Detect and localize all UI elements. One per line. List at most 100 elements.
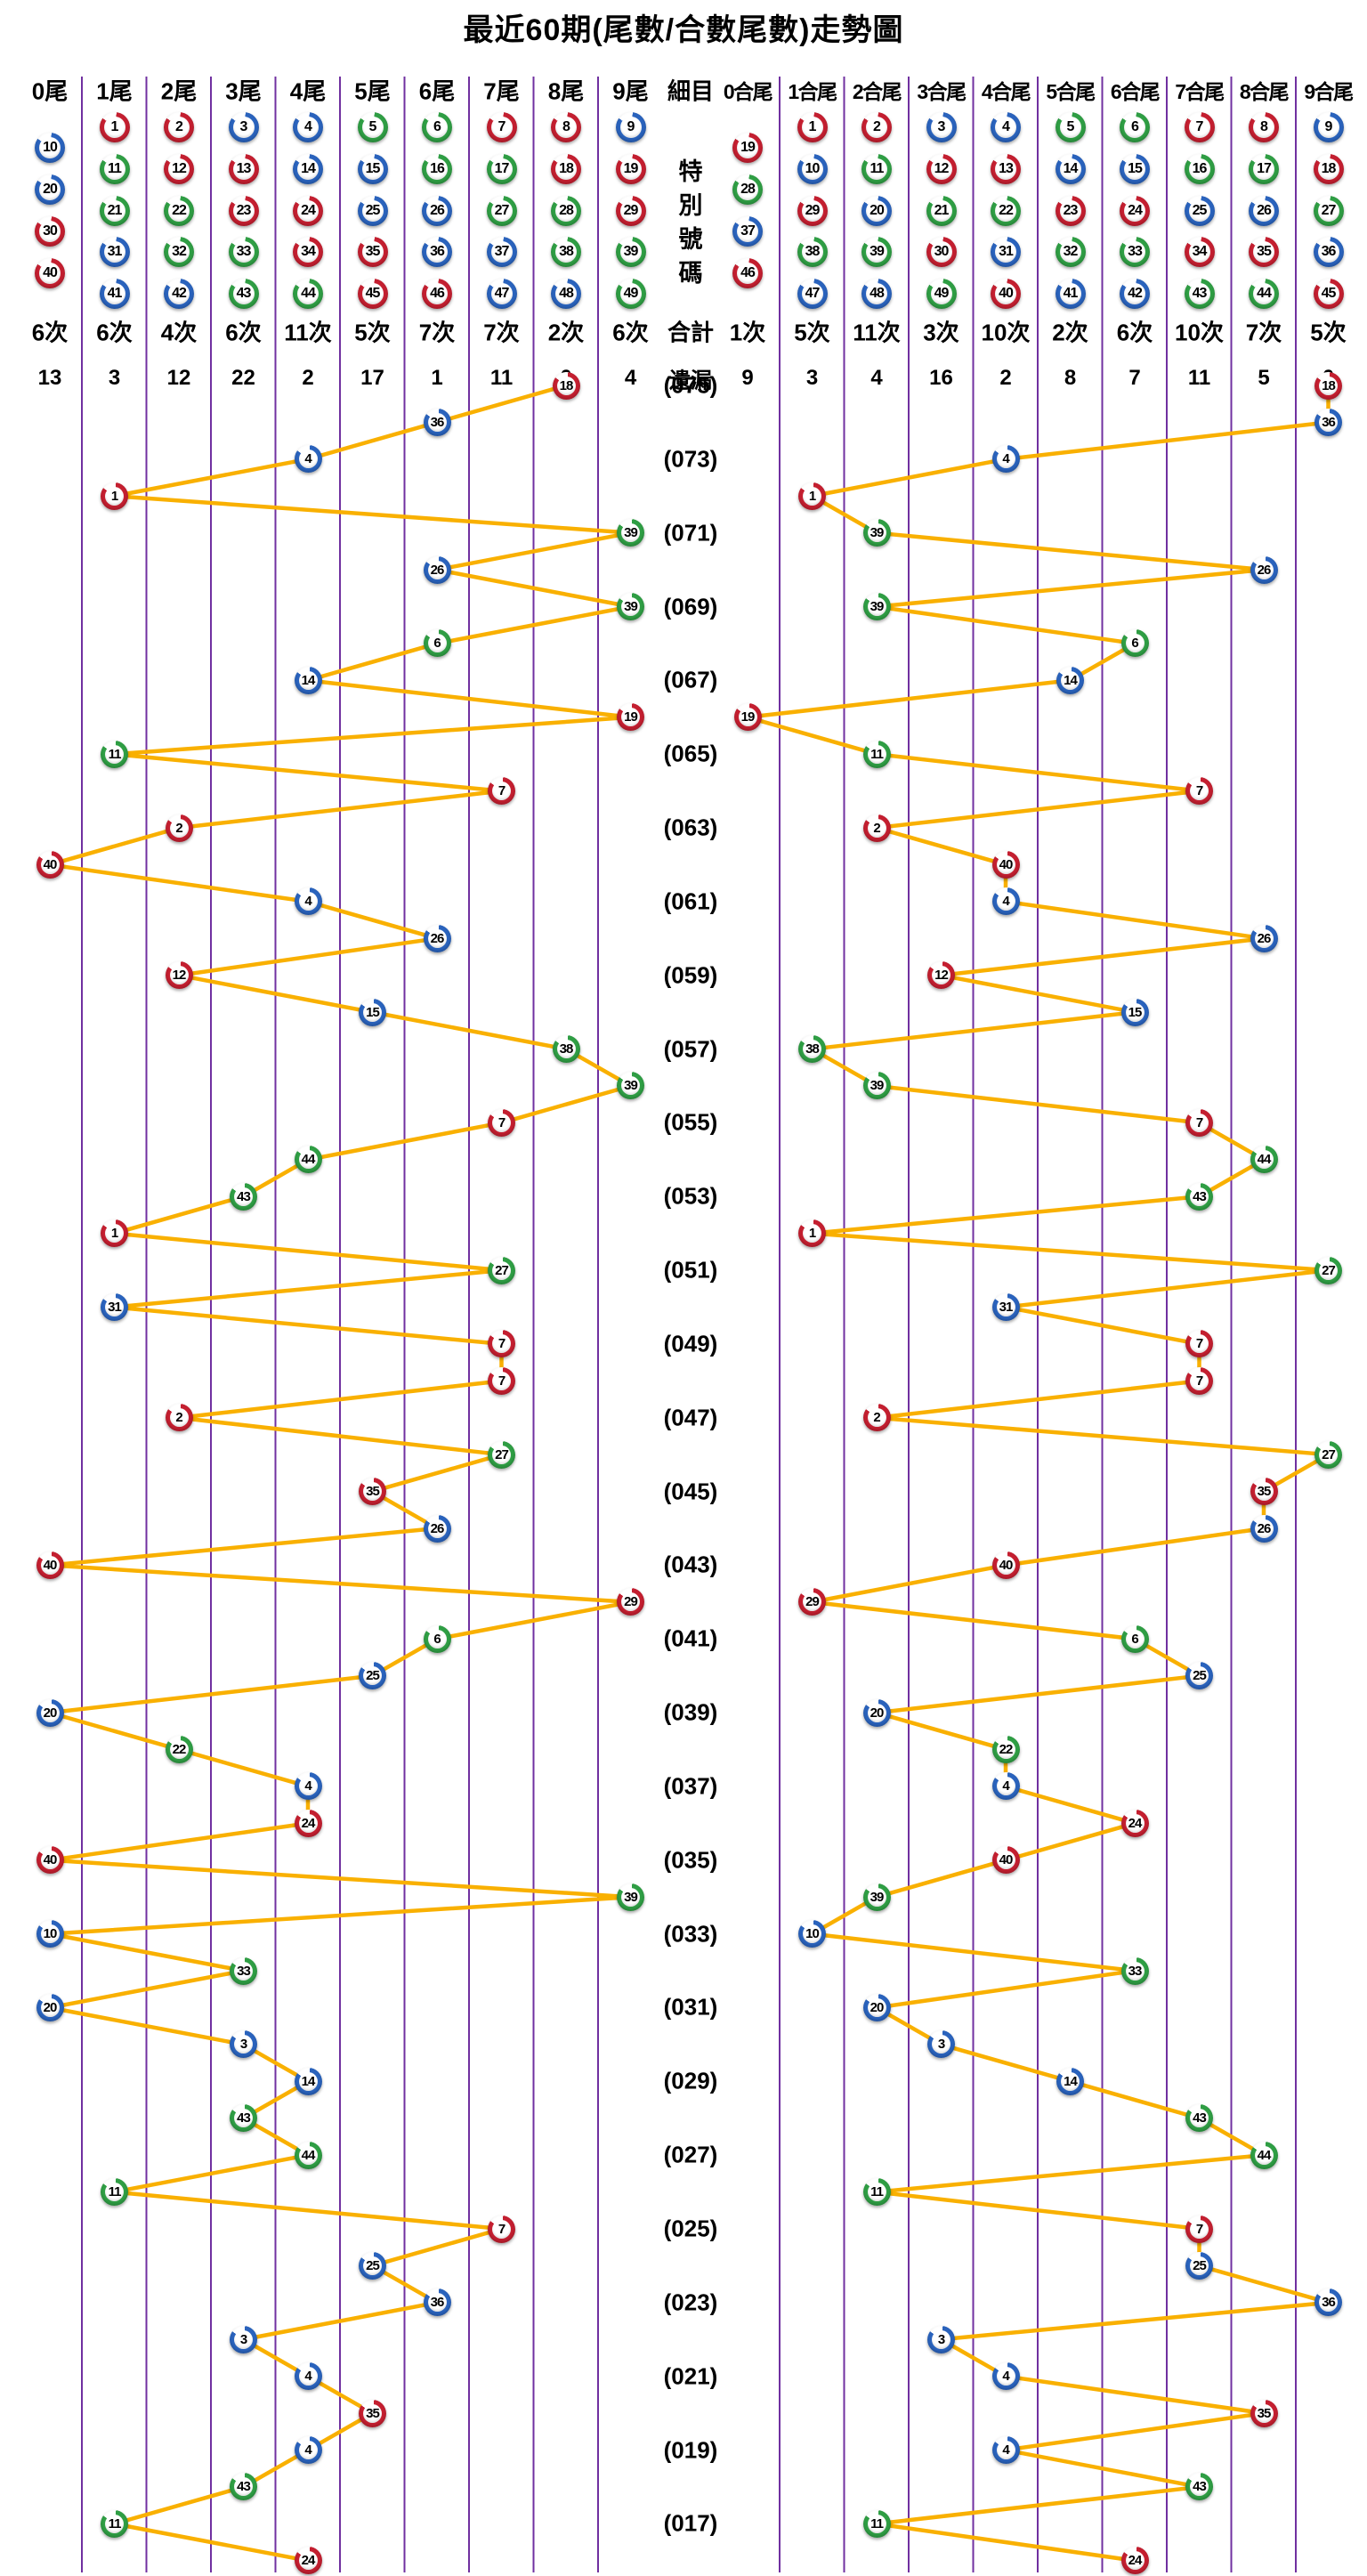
ball-number: 4 bbox=[1002, 119, 1010, 134]
ball-number: 35 bbox=[1257, 244, 1272, 260]
ball-number: 37 bbox=[740, 223, 756, 239]
col-header-right-7: 7合尾 bbox=[1175, 80, 1225, 103]
ball-number: 36 bbox=[430, 2295, 445, 2311]
grid-ball-17: 17 bbox=[1249, 153, 1279, 184]
chart-ball-right-row59: 11 bbox=[862, 2509, 891, 2538]
period-label-051: (051) bbox=[663, 1256, 718, 1284]
chart-ball-left-row41: 40 bbox=[36, 1846, 64, 1875]
grid-ball-19: 19 bbox=[732, 133, 763, 164]
grid-ball-28: 28 bbox=[732, 174, 763, 206]
period-label-037: (037) bbox=[663, 1772, 718, 1800]
period-label-017: (017) bbox=[663, 2509, 718, 2537]
ball-number: 35 bbox=[1257, 2405, 1272, 2421]
chart-ball-right-row35: 6 bbox=[1120, 1624, 1149, 1653]
grid-ball-27: 27 bbox=[1313, 195, 1344, 226]
period-label-045: (045) bbox=[663, 1478, 718, 1505]
ball-number: 11 bbox=[108, 746, 122, 762]
ball-number: 25 bbox=[1193, 1668, 1207, 1684]
grid-ball-6: 6 bbox=[1120, 112, 1150, 142]
chart-ball-left-row45: 20 bbox=[36, 1993, 64, 2021]
miss-left-3: 22 bbox=[231, 366, 255, 390]
grid-ball-14: 14 bbox=[293, 153, 323, 184]
period-label-035: (035) bbox=[663, 1846, 718, 1874]
grid-ball-42: 42 bbox=[1120, 279, 1150, 309]
period-label-069: (069) bbox=[663, 593, 718, 620]
chart-ball-right-row39: 4 bbox=[991, 1772, 1020, 1801]
ball-number: 25 bbox=[366, 1668, 380, 1684]
ball-number: 26 bbox=[1257, 1520, 1272, 1536]
ball-number: 43 bbox=[1192, 286, 1208, 301]
ball-number: 25 bbox=[366, 2257, 380, 2273]
ball-number: 7 bbox=[1195, 783, 1203, 799]
grid-ball-1: 1 bbox=[99, 112, 130, 142]
grid-ball-16: 16 bbox=[1184, 153, 1215, 184]
ball-number: 2 bbox=[175, 820, 182, 836]
period-label-075: (075) bbox=[663, 371, 718, 399]
chart-ball-right-row13: 2 bbox=[862, 814, 891, 842]
miss-right-4: 2 bbox=[999, 366, 1012, 390]
grid-ball-19: 19 bbox=[615, 153, 646, 184]
chart-ball-right-row34: 29 bbox=[798, 1588, 826, 1616]
count-right-0: 1次 bbox=[729, 319, 766, 346]
chart-ball-right-row29: 2 bbox=[862, 1404, 891, 1432]
count-left-2: 4次 bbox=[160, 319, 198, 346]
chart-ball-right-row3: 4 bbox=[991, 445, 1020, 474]
chart-ball-left-row60: 24 bbox=[294, 2547, 322, 2575]
grid-ball-36: 36 bbox=[1313, 237, 1344, 268]
chart-ball-left-row46: 3 bbox=[230, 2030, 257, 2059]
grid-ball-13: 13 bbox=[228, 153, 259, 184]
miss-left-4: 2 bbox=[302, 366, 314, 390]
chart-ball-right-row54: 3 bbox=[927, 2325, 955, 2353]
miss-left-2: 12 bbox=[166, 366, 191, 390]
ball-number: 7 bbox=[1195, 119, 1204, 134]
count-left-0: 6次 bbox=[31, 319, 69, 346]
ball-number: 30 bbox=[934, 244, 950, 260]
ball-number: 42 bbox=[172, 286, 187, 301]
ball-number: 6 bbox=[1131, 636, 1138, 652]
grid-ball-27: 27 bbox=[486, 195, 517, 226]
grid-ball-37: 37 bbox=[486, 237, 517, 268]
ball-number: 25 bbox=[1192, 202, 1208, 218]
ball-number: 25 bbox=[1193, 2257, 1207, 2273]
grid-ball-29: 29 bbox=[797, 195, 828, 226]
ball-number: 44 bbox=[301, 2147, 316, 2163]
ball-number: 3 bbox=[937, 2331, 945, 2347]
grid-ball-25: 25 bbox=[1184, 195, 1215, 226]
ball-number: 40 bbox=[43, 1852, 58, 1868]
ball-number: 24 bbox=[301, 202, 316, 218]
ball-number: 9 bbox=[1324, 119, 1333, 134]
ball-number: 9 bbox=[627, 119, 635, 134]
ball-number: 21 bbox=[107, 202, 123, 218]
ball-number: 26 bbox=[430, 562, 445, 578]
ball-number: 40 bbox=[43, 264, 58, 280]
grid-ball-8: 8 bbox=[551, 112, 581, 142]
grid-ball-41: 41 bbox=[1055, 279, 1086, 309]
ball-number: 39 bbox=[870, 244, 885, 260]
chart-ball-right-row4: 1 bbox=[798, 482, 826, 510]
grid-ball-8: 8 bbox=[1249, 112, 1279, 142]
ball-number: 22 bbox=[172, 1742, 187, 1758]
chart-ball-right-row36: 25 bbox=[1185, 1662, 1213, 1690]
col-header-left-8: 8尾 bbox=[547, 77, 585, 105]
ball-number: 44 bbox=[1257, 1152, 1272, 1168]
grid-ball-2: 2 bbox=[861, 112, 892, 142]
grid-ball-44: 44 bbox=[1249, 279, 1279, 309]
chart-ball-left-row11: 11 bbox=[101, 740, 128, 768]
period-label-039: (039) bbox=[663, 1698, 718, 1726]
chart-ball-left-row54: 3 bbox=[230, 2325, 257, 2353]
chart-ball-left-row15: 4 bbox=[294, 887, 322, 916]
ball-number: 43 bbox=[236, 286, 252, 301]
ball-number: 21 bbox=[934, 202, 950, 218]
ball-number: 27 bbox=[494, 202, 510, 218]
chart-ball-right-row55: 4 bbox=[991, 2362, 1020, 2391]
period-label-057: (057) bbox=[663, 1035, 718, 1063]
ball-number: 2 bbox=[873, 1410, 880, 1426]
grid-ball-18: 18 bbox=[551, 153, 581, 184]
ball-number: 43 bbox=[1193, 2110, 1207, 2126]
ball-number: 26 bbox=[430, 202, 445, 218]
chart-ball-left-row42: 39 bbox=[617, 1883, 644, 1911]
ball-number: 19 bbox=[623, 160, 639, 176]
ball-number: 32 bbox=[1063, 244, 1079, 260]
ball-number: 24 bbox=[1128, 1815, 1143, 1831]
